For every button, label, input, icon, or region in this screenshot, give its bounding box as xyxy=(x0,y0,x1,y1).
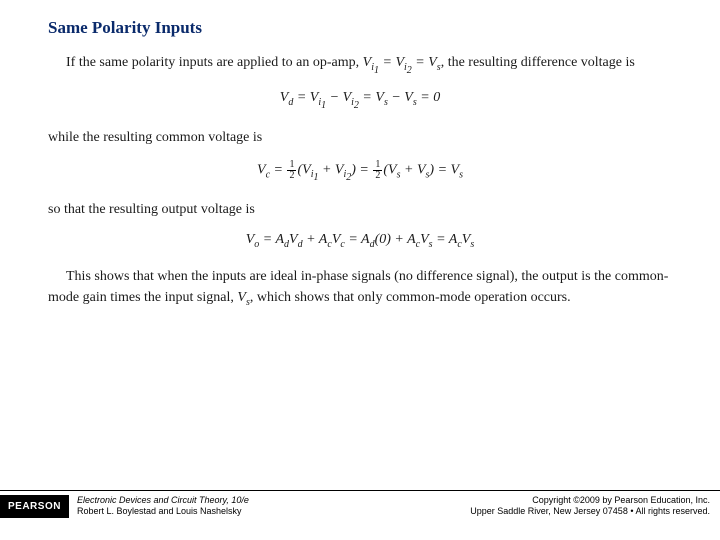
equation-vo: Vo = AdVd + AcVc = Ad(0) + AcVs = AcVs xyxy=(48,232,672,250)
para1-text-a: If the same polarity inputs are applied … xyxy=(66,55,363,70)
paragraph-2: while the resulting common voltage is xyxy=(48,127,672,148)
inline-eq-4: Vs xyxy=(237,290,249,305)
copyright-line-1: Copyright ©2009 by Pearson Education, In… xyxy=(470,495,710,507)
book-title: Electronic Devices and Circuit Theory, 1… xyxy=(77,495,249,507)
equation-vd: Vd = Vi1 − Vi2 = Vs − Vs = 0 xyxy=(48,90,672,111)
book-info: Electronic Devices and Circuit Theory, 1… xyxy=(77,495,249,518)
pearson-logo: PEARSON xyxy=(0,495,69,518)
equation-vc: Vc = 12(Vi1 + Vi2) = 12(Vs + Vs) = Vs xyxy=(48,160,672,184)
book-authors: Robert L. Boylestad and Louis Nashelsky xyxy=(77,506,249,518)
page-footer: PEARSON Electronic Devices and Circuit T… xyxy=(0,490,720,518)
copyright-block: Copyright ©2009 by Pearson Education, In… xyxy=(470,495,720,518)
paragraph-4: This shows that when the inputs are idea… xyxy=(48,266,672,310)
section-heading: Same Polarity Inputs xyxy=(48,18,672,38)
para4-text-b: , which shows that only common-mode oper… xyxy=(250,290,571,305)
copyright-line-2: Upper Saddle River, New Jersey 07458 • A… xyxy=(470,506,710,518)
paragraph-1: If the same polarity inputs are applied … xyxy=(48,52,672,78)
inline-eq-1: Vi1 = Vi2 = Vs xyxy=(363,55,441,70)
paragraph-3: so that the resulting output voltage is xyxy=(48,199,672,220)
page-content: Same Polarity Inputs If the same polarit… xyxy=(0,0,720,310)
para1-text-b: , the resulting difference voltage is xyxy=(441,55,635,70)
